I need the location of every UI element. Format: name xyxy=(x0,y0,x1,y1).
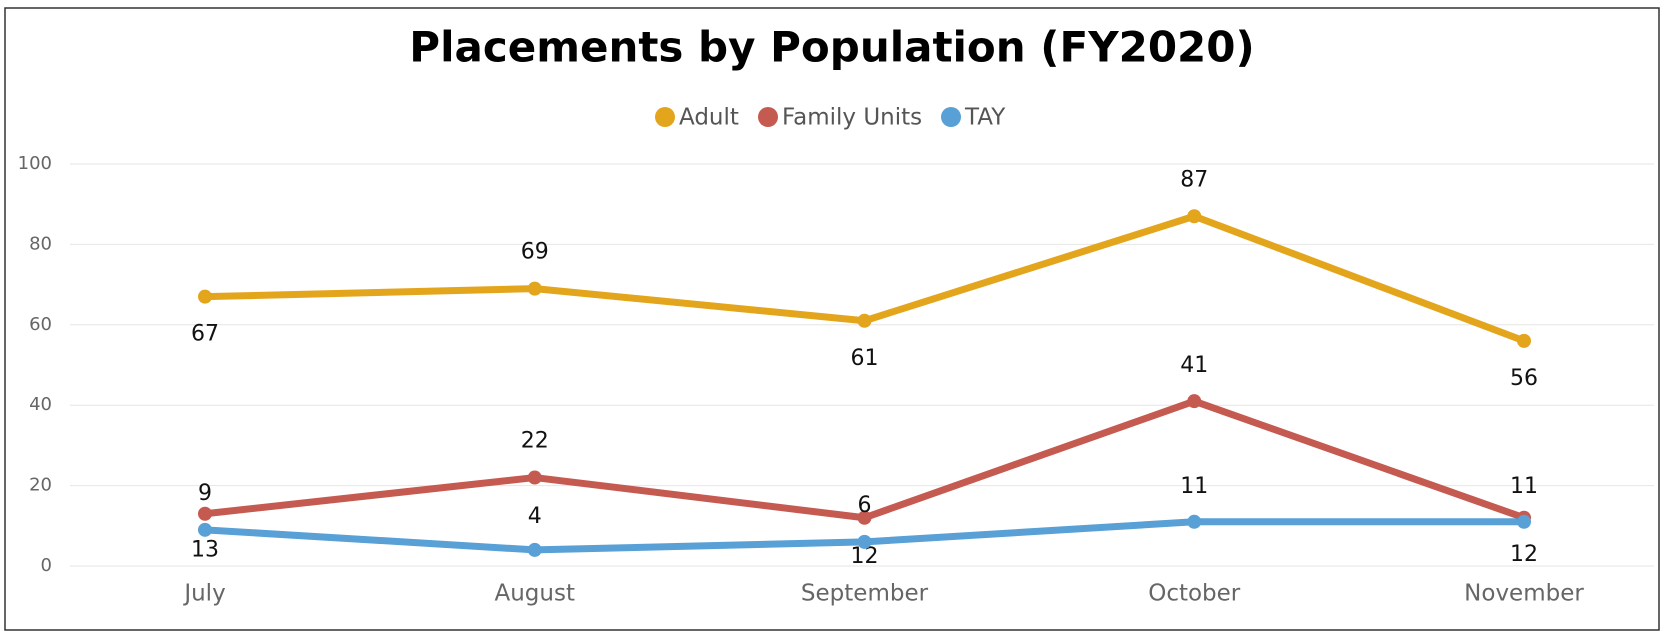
data-label: 61 xyxy=(851,346,879,371)
y-tick-label: 80 xyxy=(29,233,52,254)
data-label: 56 xyxy=(1510,366,1538,391)
data-label: 67 xyxy=(191,322,219,347)
data-point xyxy=(527,281,542,296)
data-point xyxy=(1517,333,1531,348)
chart-title: Placements by Population (FY2020) xyxy=(409,23,1254,72)
x-tick-label: November xyxy=(1464,581,1584,607)
legend-marker xyxy=(655,107,675,127)
legend-marker xyxy=(941,107,961,127)
data-point xyxy=(1517,514,1531,529)
data-point xyxy=(857,534,872,549)
y-tick-label: 60 xyxy=(29,314,52,335)
data-label: 41 xyxy=(1180,353,1208,378)
y-tick-label: 0 xyxy=(41,555,52,576)
data-label: 12 xyxy=(1510,542,1538,567)
data-label: 87 xyxy=(1180,167,1208,192)
x-tick-label: September xyxy=(801,581,929,607)
data-label: 11 xyxy=(1510,474,1538,499)
data-point xyxy=(527,542,542,557)
data-point xyxy=(198,289,212,304)
legend-label: TAY xyxy=(964,105,1006,131)
data-label: 6 xyxy=(858,493,872,518)
data-point xyxy=(198,522,212,537)
data-point xyxy=(1187,514,1202,529)
x-tick-label: October xyxy=(1148,581,1241,607)
data-point xyxy=(527,470,542,485)
data-label: 4 xyxy=(528,504,542,529)
data-label: 11 xyxy=(1180,474,1208,499)
data-point xyxy=(1187,209,1202,224)
data-label: 22 xyxy=(521,429,549,454)
data-label: 13 xyxy=(191,538,219,563)
data-point xyxy=(857,510,872,525)
legend-marker xyxy=(758,107,778,127)
y-tick-label: 40 xyxy=(29,394,52,415)
x-tick-label: August xyxy=(495,581,576,607)
data-point xyxy=(198,506,212,521)
data-label: 9 xyxy=(198,481,212,506)
y-tick-label: 100 xyxy=(18,153,52,174)
data-label: 69 xyxy=(521,240,549,265)
y-tick-label: 20 xyxy=(29,475,52,496)
legend-label: Family Units xyxy=(782,105,922,131)
legend-label: Adult xyxy=(679,105,739,131)
data-point xyxy=(1187,394,1202,409)
data-point xyxy=(857,313,872,328)
x-tick-label: July xyxy=(182,581,225,607)
